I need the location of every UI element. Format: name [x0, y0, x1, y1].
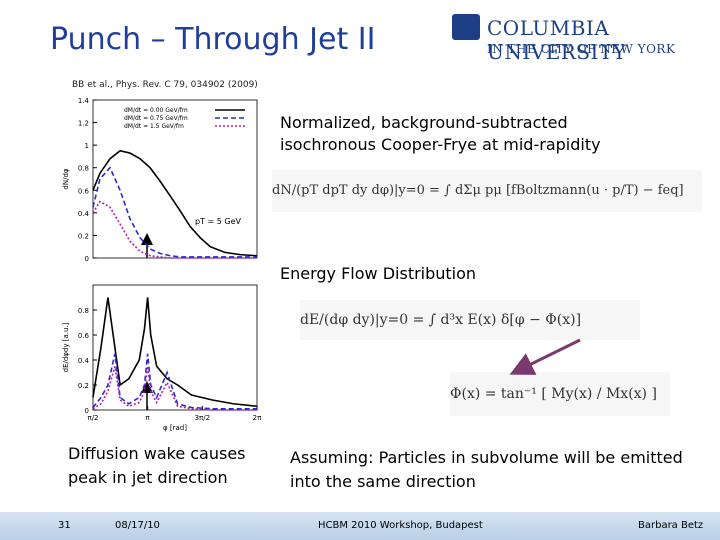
x-tick-label: 3π/2	[195, 414, 210, 422]
event: HCBM 2010 Workshop, Budapest	[318, 520, 483, 531]
y-tick-label: 0.4	[78, 210, 90, 218]
plot-frame	[92, 284, 258, 411]
series-line	[92, 200, 257, 259]
y-tick-label: 0.8	[78, 165, 89, 173]
y-tick-label: 0.4	[78, 357, 90, 365]
y-tick-label: 0.8	[78, 307, 89, 315]
phi-equation: Φ(x) = tan⁻¹ [ My(x) / Mx(x) ]	[450, 372, 670, 416]
series-line	[92, 166, 257, 258]
series-line	[92, 366, 257, 411]
ef-equation: dE/(dφ dy)|y=0 = ∫ d³x E(x) δ[φ − Φ(x)]	[300, 300, 640, 340]
cf-heading: Normalized, background-subtracted isochr…	[280, 113, 601, 154]
footer-bar	[0, 512, 720, 540]
y-tick-label: 0.6	[78, 187, 90, 195]
y-axis-label: dE/dφdy [a.u.]	[62, 322, 70, 372]
y-tick-label: 0	[85, 255, 89, 263]
author: Barbara Betz	[638, 520, 704, 531]
x-tick-label: π/2	[87, 414, 98, 422]
legend-label: dM/dt = 1.5 GeV/fm	[124, 123, 184, 130]
arrow	[509, 338, 581, 375]
y-tick-label: 0.6	[78, 332, 90, 340]
series-line	[92, 297, 257, 408]
date: 08/17/10	[115, 520, 160, 531]
annotation: pT = 5 GeV	[195, 217, 242, 226]
x-axis-label: φ [rad]	[163, 424, 187, 432]
plot-frame	[92, 99, 258, 259]
series-line	[92, 353, 257, 410]
logo-name: COLUMBIA UNIVERSITY	[487, 16, 627, 64]
x-tick-label: 2π	[253, 414, 262, 422]
series-line	[92, 149, 257, 257]
logo-crown	[452, 14, 480, 40]
cf-equation: dN/(pT dpT dy dφ)|y=0 = ∫ dΣμ pμ [fBoltz…	[272, 170, 702, 212]
right-note: Assuming: Particles in subvolume will be…	[290, 448, 683, 491]
ef-heading: Energy Flow Distribution	[280, 264, 477, 283]
y-tick-label: 0.2	[78, 382, 89, 390]
logo-sub: IN THE CITY OF NEW YORK	[487, 42, 676, 56]
y-tick-label: 1.2	[78, 120, 89, 128]
y-tick-label: 0	[85, 407, 89, 415]
left-note: Diffusion wake causes peak in jet direct…	[68, 444, 246, 487]
title: Punch – Through Jet II	[50, 22, 376, 57]
legend-label: dM/dt = 0.75 GeV/fm	[124, 115, 188, 122]
y-tick-label: 0.2	[78, 232, 89, 240]
legend-label: dM/dt = 0.00 GeV/fm	[124, 107, 188, 114]
x-tick-label: π	[146, 414, 151, 422]
y-tick-label: 1.4	[78, 97, 90, 105]
page-number: 31	[58, 520, 71, 531]
citation: BB et al., Phys. Rev. C 79, 034902 (2009…	[72, 80, 258, 90]
y-tick-label: 1	[85, 142, 89, 150]
y-axis-label: dN/dφ	[62, 168, 70, 189]
